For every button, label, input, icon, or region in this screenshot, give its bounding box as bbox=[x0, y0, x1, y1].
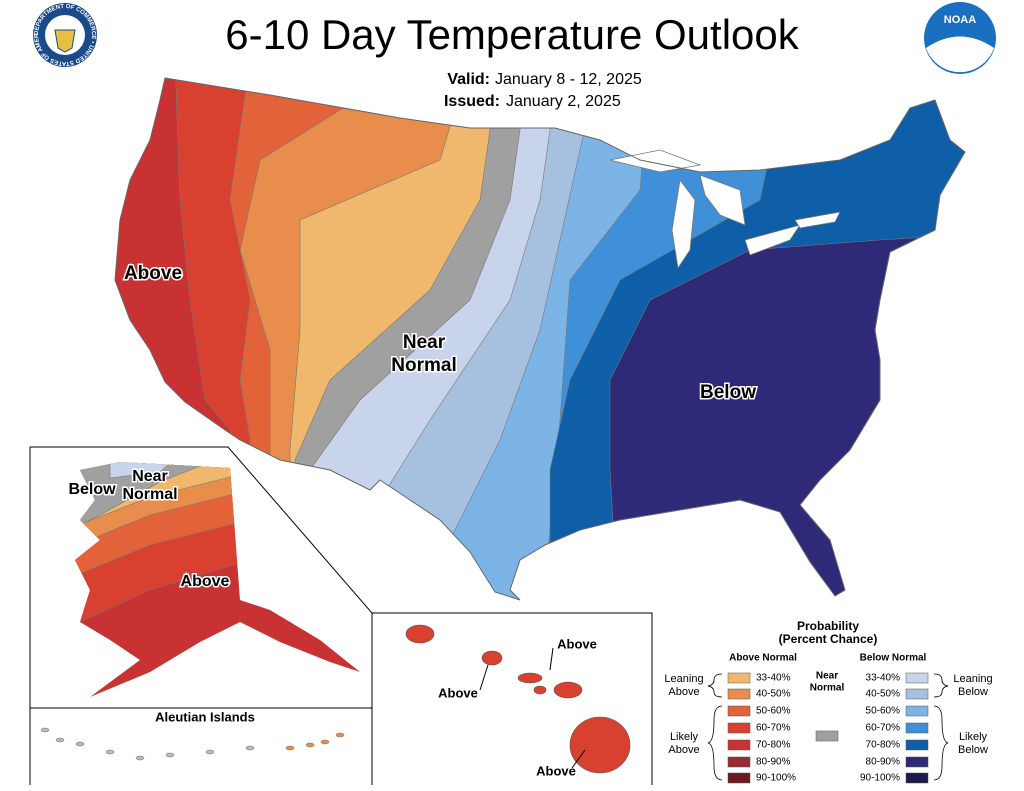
region-label: Normal bbox=[122, 486, 177, 503]
valid-label: Valid: bbox=[447, 71, 490, 88]
island bbox=[55, 737, 65, 743]
legend-swatch bbox=[905, 688, 929, 700]
legend-range: 50-60% bbox=[756, 706, 791, 717]
legend-group: Below bbox=[958, 744, 988, 756]
legend-near: Near bbox=[816, 671, 838, 682]
island bbox=[305, 742, 315, 748]
legend-swatch bbox=[905, 705, 929, 717]
legend-range: 80-90% bbox=[866, 757, 901, 768]
issued-label: Issued: bbox=[444, 93, 500, 110]
island bbox=[320, 739, 330, 745]
legend-range: 70-80% bbox=[756, 740, 791, 751]
great-lakes bbox=[609, 149, 841, 270]
region-label: Above bbox=[536, 763, 576, 778]
noaa-text: NOAA bbox=[944, 14, 976, 26]
legend-range: 70-80% bbox=[866, 740, 901, 751]
legend-range: 40-50% bbox=[866, 689, 901, 700]
legend-swatch bbox=[815, 730, 839, 742]
island bbox=[335, 732, 345, 738]
legend-near: Normal bbox=[810, 683, 845, 694]
legend-group: Likely bbox=[670, 731, 699, 743]
legend-swatch bbox=[727, 772, 751, 784]
legend-header: Above Normal bbox=[729, 653, 797, 664]
commerce-seal: DEPARTMENT OF COMMERCE • UNITED STATES O… bbox=[0, 0, 97, 67]
legend-title: (Percent Chance) bbox=[779, 632, 878, 646]
island bbox=[569, 716, 631, 774]
hawaii-map bbox=[405, 624, 631, 774]
legend-swatch bbox=[905, 672, 929, 684]
legend-range: 60-70% bbox=[866, 723, 901, 734]
island bbox=[405, 624, 435, 644]
legend-group: Above bbox=[668, 744, 699, 756]
island bbox=[40, 727, 50, 733]
legend: Probability (Percent Chance) Above Norma… bbox=[664, 619, 992, 783]
legend-range: 33-40% bbox=[866, 673, 901, 684]
legend-swatch bbox=[905, 756, 929, 768]
legend-swatch bbox=[727, 756, 751, 768]
region-label: Above bbox=[181, 573, 230, 590]
region-label: Below bbox=[68, 481, 116, 498]
region-label: Near bbox=[403, 332, 446, 353]
issued-value: January 2, 2025 bbox=[506, 93, 621, 110]
noaa-logo: NOAA bbox=[924, 2, 996, 74]
island bbox=[245, 745, 255, 751]
legend-group: Leaning bbox=[953, 673, 992, 685]
legend-title: Probability bbox=[797, 619, 859, 633]
legend-swatch bbox=[727, 739, 751, 751]
island bbox=[285, 745, 295, 751]
legend-range: 90-100% bbox=[860, 773, 900, 784]
island bbox=[165, 752, 175, 758]
map-zone bbox=[609, 78, 965, 600]
map-zone bbox=[75, 462, 221, 546]
valid-value: January 8 - 12, 2025 bbox=[495, 71, 642, 88]
legend-brackets bbox=[707, 673, 949, 781]
island bbox=[75, 741, 85, 747]
island bbox=[105, 749, 115, 755]
legend-range: 80-90% bbox=[756, 757, 791, 768]
region-label: Above bbox=[124, 263, 182, 284]
legend-range: 60-70% bbox=[756, 723, 791, 734]
region-label: Above bbox=[557, 636, 597, 651]
island bbox=[533, 685, 547, 695]
region-label: Normal bbox=[391, 355, 456, 376]
legend-header: Below Normal bbox=[860, 653, 927, 664]
callouts bbox=[479, 647, 586, 769]
legend-swatch bbox=[905, 722, 929, 734]
inset-title: Aleutian Islands bbox=[155, 709, 255, 724]
legend-group: Below bbox=[958, 686, 988, 698]
legend-range: 50-60% bbox=[866, 706, 901, 717]
title: 6-10 Day Temperature Outlook bbox=[225, 11, 800, 58]
region-label: Above bbox=[438, 685, 478, 700]
inset-frames bbox=[29, 446, 653, 785]
legend-swatch bbox=[727, 688, 751, 700]
legend-group: Leaning bbox=[664, 673, 703, 685]
legend-swatch bbox=[727, 722, 751, 734]
island bbox=[481, 650, 503, 666]
island bbox=[553, 681, 583, 699]
legend-group: Above bbox=[668, 686, 699, 698]
region-label: Near bbox=[132, 468, 168, 485]
legend-group: Likely bbox=[959, 731, 988, 743]
island bbox=[205, 749, 215, 755]
island bbox=[135, 755, 145, 761]
legend-range: 40-50% bbox=[756, 689, 791, 700]
map-zone bbox=[109, 462, 191, 479]
legend-swatch bbox=[727, 672, 751, 684]
region-label: Below bbox=[700, 382, 756, 403]
legend-swatch bbox=[905, 739, 929, 751]
island bbox=[517, 672, 543, 684]
legend-range: 90-100% bbox=[756, 773, 796, 784]
aleutian-islands bbox=[40, 727, 345, 761]
legend-swatch bbox=[905, 772, 929, 784]
legend-range: 33-40% bbox=[756, 673, 791, 684]
legend-swatch bbox=[727, 705, 751, 717]
